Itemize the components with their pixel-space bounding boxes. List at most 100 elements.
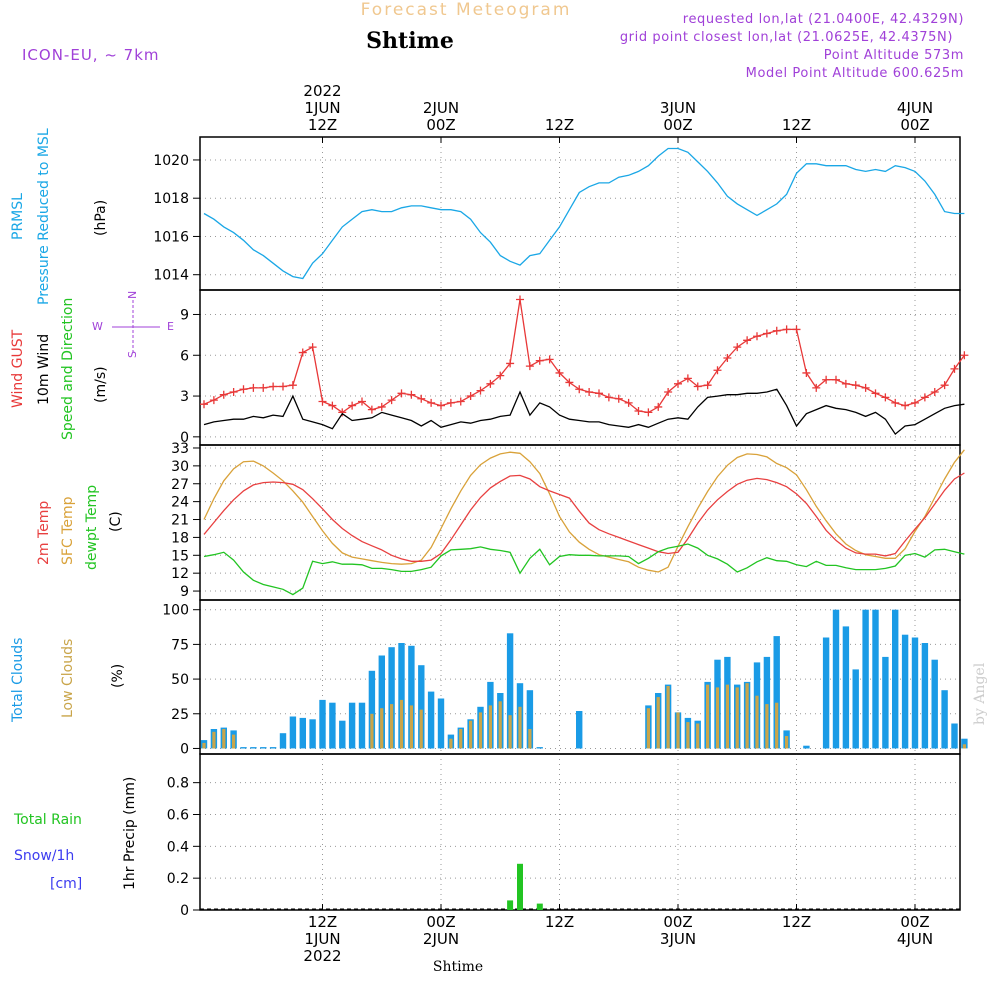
gust-marker xyxy=(446,398,455,407)
low-cloud-bar xyxy=(666,686,670,749)
gust-marker xyxy=(901,401,910,410)
wind10-line xyxy=(203,388,965,436)
gust-marker xyxy=(595,389,603,398)
gust-marker xyxy=(871,389,880,398)
dewpt-line xyxy=(203,543,965,596)
y-tick-label: 0.4 xyxy=(167,839,189,855)
gust-marker xyxy=(328,401,337,410)
y-tick-label: 21 xyxy=(171,513,189,529)
low-cloud-bar xyxy=(725,684,729,749)
total-cloud-bar xyxy=(862,609,869,749)
gust-marker xyxy=(358,397,366,406)
grid-point-coords: grid point closest lon,lat (21.0625E, 42… xyxy=(620,30,953,45)
compass-e: E xyxy=(167,320,174,333)
time-label-top: 4JUN xyxy=(897,99,933,117)
gust-marker xyxy=(456,397,465,406)
time-label-bottom: 3JUN xyxy=(660,930,696,948)
low-cloud-bar xyxy=(646,708,650,749)
total-cloud-bar xyxy=(951,723,958,749)
low-cloud-bar xyxy=(459,729,463,749)
gust-marker xyxy=(535,356,544,365)
low-cloud-bar xyxy=(232,734,236,749)
total-cloud-bar xyxy=(250,747,257,749)
time-label-top: 3JUN xyxy=(660,99,696,117)
time-label-top: 00Z xyxy=(426,116,455,134)
gust-marker xyxy=(950,364,959,373)
low-cloud-bar xyxy=(962,744,966,749)
sfc-temp-line xyxy=(203,449,965,573)
total-cloud-bar xyxy=(418,665,425,749)
y-tick-label: 3 xyxy=(180,389,189,405)
gust-marker xyxy=(772,326,781,335)
gust-marker xyxy=(525,362,534,371)
total-cloud-bar xyxy=(309,719,316,749)
time-label-bottom: 2022 xyxy=(303,947,341,965)
total-cloud-bar xyxy=(368,670,376,749)
bottom-location-label: Shtime xyxy=(433,959,483,975)
gust-marker xyxy=(832,375,840,384)
gust-marker xyxy=(555,368,564,377)
low-cloud-bar xyxy=(785,736,789,749)
gust-label: Wind GUST xyxy=(10,329,26,408)
gust-marker xyxy=(249,383,258,392)
time-label-bottom: 12Z xyxy=(782,913,811,931)
total-cloud-bar xyxy=(941,690,948,749)
gust-marker xyxy=(219,390,228,399)
low-cloud-bar xyxy=(735,687,739,749)
gust-marker xyxy=(269,382,278,391)
gust-marker xyxy=(743,336,752,345)
compass-w: W xyxy=(92,320,103,333)
gust-marker xyxy=(506,359,515,368)
gust-line xyxy=(203,299,965,414)
gust-marker xyxy=(762,329,771,338)
prmsl-label: PRMSL xyxy=(10,193,26,240)
gust-marker xyxy=(624,398,633,407)
low-cloud-bar xyxy=(449,738,453,749)
gust-marker xyxy=(209,396,218,405)
gust-marker xyxy=(407,390,416,399)
gust-marker xyxy=(644,408,653,417)
wind-labels: Wind GUST 10m Wind Speed and Direction (… xyxy=(10,291,174,440)
total-cloud-bar xyxy=(842,626,850,749)
gust-marker xyxy=(654,402,663,411)
low-cloud-bar xyxy=(370,713,374,749)
point-altitude: Point Altitude 573m xyxy=(824,48,964,63)
precip-axis-label: 1hr Precip (mm) xyxy=(122,777,138,890)
gust-marker xyxy=(516,295,524,304)
gust-marker xyxy=(476,386,485,395)
y-tick-label: 100 xyxy=(162,603,189,619)
total-cloud-bar xyxy=(269,747,277,749)
total-cloud-bar xyxy=(299,717,306,749)
chart-top-title: Forecast Meteogram xyxy=(361,0,572,20)
gust-marker xyxy=(377,402,386,411)
gust-marker xyxy=(940,381,949,390)
dew-label: dewpt Temp xyxy=(84,485,100,570)
gust-marker xyxy=(881,393,890,402)
model-label: ICON-EU, ~ 7km xyxy=(22,46,160,64)
gust-marker xyxy=(733,343,742,352)
pressure-unit: (hPa) xyxy=(93,200,109,236)
time-label-top: 12Z xyxy=(782,116,811,134)
low-cloud-bar xyxy=(390,704,394,749)
y-tick-label: 9 xyxy=(180,584,189,600)
t2m-label: 2m Temp xyxy=(36,501,52,565)
y-tick-label: 6 xyxy=(180,348,189,364)
total-cloud-bar xyxy=(803,745,810,749)
gust-marker xyxy=(427,398,436,407)
gust-marker xyxy=(822,375,831,384)
gust-marker xyxy=(683,374,692,383)
low-cloud-bar xyxy=(528,729,532,749)
temp-unit: (C) xyxy=(108,511,124,532)
total-cloud-bar xyxy=(329,702,336,749)
location-title: Shtime xyxy=(366,28,454,54)
gust-marker xyxy=(723,353,732,362)
y-tick-label: 75 xyxy=(171,637,189,653)
gust-marker xyxy=(841,379,850,388)
total-cloud-bar xyxy=(822,637,830,749)
gust-marker xyxy=(288,381,297,390)
total-cloud-bar xyxy=(526,690,534,749)
time-label-bottom: 12Z xyxy=(308,913,337,931)
total-cloud-bar xyxy=(773,636,780,749)
gust-marker xyxy=(960,351,969,360)
